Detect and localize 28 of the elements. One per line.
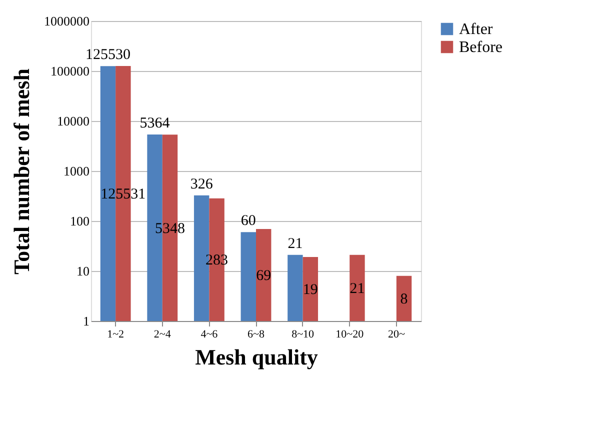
x-tick-label: 4~6 <box>200 328 218 340</box>
y-tick-label: 1000 <box>64 164 90 178</box>
data-label: 69 <box>256 268 272 284</box>
y-tick-label: 100000 <box>50 64 90 78</box>
data-label: 21 <box>288 236 303 252</box>
x-tick-label: 2~4 <box>154 328 172 340</box>
data-label: 125530 <box>85 47 130 64</box>
x-tick-label: 6~8 <box>248 328 265 340</box>
x-tick-label: 8~10 <box>292 328 315 340</box>
data-label: 125531 <box>100 186 146 203</box>
x-tick-label: 20~ <box>388 328 405 340</box>
data-label: 326 <box>190 176 214 192</box>
data-label: 60 <box>240 213 256 230</box>
y-tick-label: 10000 <box>57 114 90 128</box>
y-axis-title: Total number of mesh <box>9 68 34 274</box>
y-tick-label: 1000000 <box>44 14 90 28</box>
y-tick-label: 1 <box>83 314 90 328</box>
y-tick-label: 10 <box>76 264 90 278</box>
x-tick-label: 10~20 <box>336 328 364 340</box>
legend-label: After <box>459 21 494 38</box>
x-tick-label: 1~2 <box>107 328 124 340</box>
data-label: 8 <box>400 291 408 308</box>
x-axis-title: Mesh quality <box>195 344 318 370</box>
legend-label: Before <box>459 39 503 56</box>
data-label: 19 <box>302 282 318 298</box>
data-label: 21 <box>350 280 365 297</box>
y-tick-label: 100 <box>70 214 90 228</box>
data-label: 5364 <box>140 116 170 132</box>
